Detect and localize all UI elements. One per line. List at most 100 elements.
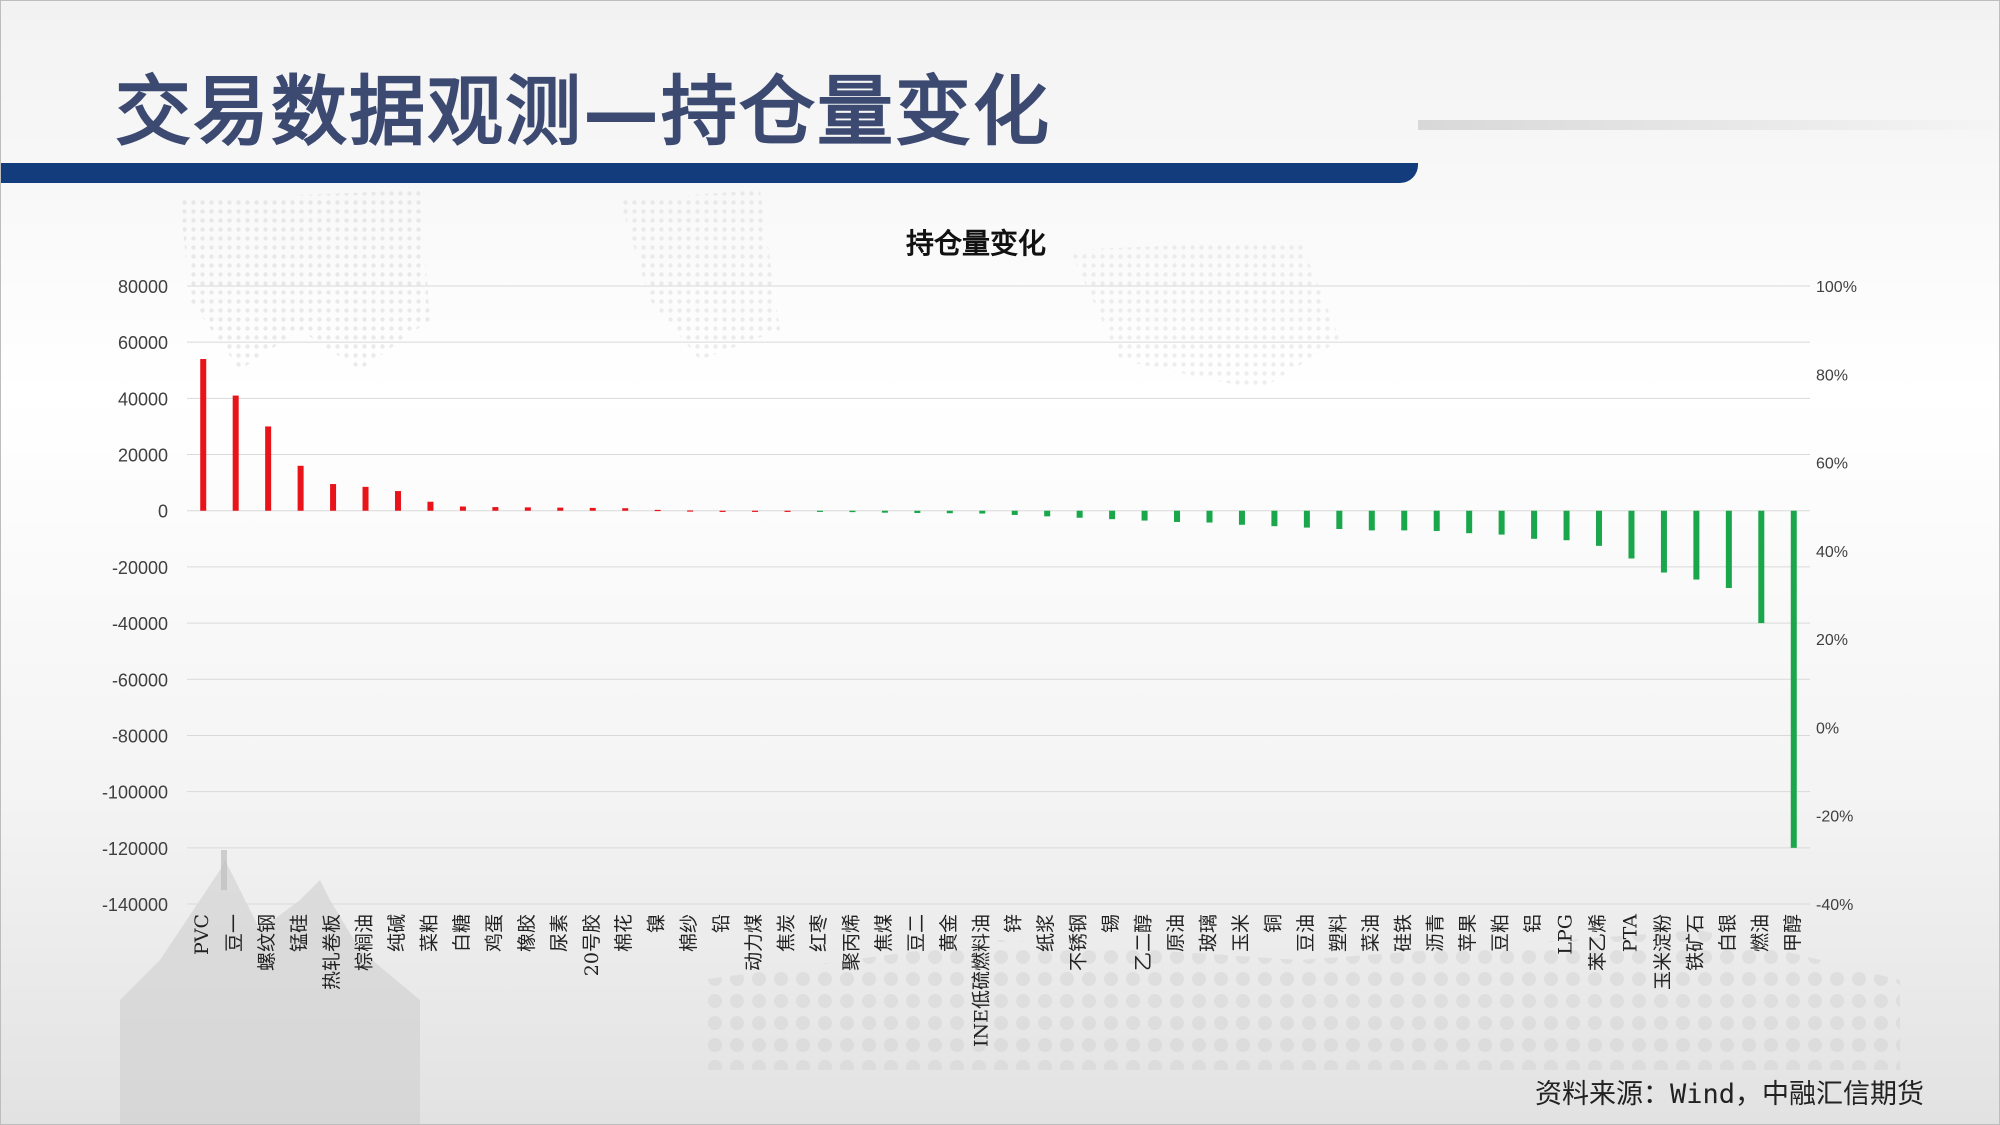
y-tick-label-right: -40%: [1816, 897, 1853, 914]
y-tick-label-left: 0: [158, 502, 168, 522]
x-tick-label: 红枣: [808, 914, 830, 952]
bar: [1693, 510, 1700, 580]
bar: [394, 491, 401, 511]
bar: [816, 510, 823, 512]
bar: [1271, 510, 1278, 527]
bar: [1433, 510, 1440, 531]
x-tick-label: 焦炭: [776, 914, 798, 952]
x-tick-label: 棉纱: [678, 914, 700, 952]
bar: [1628, 510, 1635, 559]
bar: [719, 510, 726, 512]
bar: [1141, 510, 1148, 521]
x-tick-label: 镍: [646, 914, 668, 933]
y-tick-label-left: 40000: [118, 389, 168, 409]
bar: [849, 510, 856, 513]
y-tick-label-left: -60000: [112, 670, 168, 690]
x-tick-label: 棉花: [613, 914, 635, 952]
x-tick-label: 苹果: [1457, 914, 1479, 952]
bar: [1660, 510, 1667, 573]
x-tick-label: 豆粕: [1490, 914, 1512, 952]
bar: [1238, 510, 1245, 525]
bar: [1076, 510, 1083, 518]
bar: [297, 465, 304, 511]
x-tick-label: 玻璃: [1197, 914, 1219, 952]
y-tick-label-right: 20%: [1816, 632, 1848, 649]
x-tick-label: 白糖: [451, 914, 473, 952]
x-tick-label: 玉米淀粉: [1652, 914, 1674, 990]
x-tick-label: 热轧卷板: [321, 914, 343, 990]
x-tick-label: 锌: [1003, 914, 1025, 933]
bar: [1109, 510, 1116, 520]
y-tick-label-right: -20%: [1816, 809, 1853, 826]
x-tick-label: 白银: [1717, 914, 1739, 952]
y-tick-label-left: 20000: [118, 446, 168, 466]
x-tick-label: INE低硫燃料油: [970, 914, 992, 1047]
x-tick-label: PTA: [1619, 914, 1641, 952]
x-tick-label: 燃油: [1749, 914, 1771, 952]
y-tick-label-right: 80%: [1816, 367, 1848, 384]
bar: [1401, 510, 1408, 531]
y-tick-label-right: 100%: [1816, 279, 1857, 296]
bar: [1725, 510, 1732, 588]
x-tick-label: 尿素: [548, 914, 570, 952]
x-tick-label: 20号胶: [581, 914, 603, 976]
x-tick-label: 菜粕: [418, 914, 440, 952]
x-tick-label: 棕榈油: [354, 914, 376, 971]
x-tick-label: 菜油: [1360, 914, 1382, 952]
y-tick-label-left: 80000: [118, 277, 168, 297]
bar: [1466, 510, 1473, 534]
bar: [1206, 510, 1213, 523]
bar: [492, 507, 499, 511]
bar: [1303, 510, 1310, 528]
x-tick-label: 黄金: [938, 914, 960, 952]
bar: [1758, 510, 1765, 624]
bar: [1563, 510, 1570, 541]
bar: [784, 510, 791, 512]
x-tick-label: 铜: [1262, 914, 1284, 933]
x-tick-label: 铁矿石: [1684, 914, 1706, 971]
bar: [524, 507, 531, 511]
x-tick-label: 铝: [1522, 914, 1544, 933]
bar: [1368, 510, 1375, 531]
bar: [1531, 510, 1538, 539]
y-tick-label-left: -120000: [102, 839, 168, 859]
x-tick-label: 锡: [1100, 914, 1122, 933]
bar: [1790, 510, 1797, 848]
title-band-light: [1418, 120, 2000, 130]
y-axis-left: 80000 60000 40000 20000 0 -20000 -40000 -60000 -…: [102, 277, 168, 915]
x-tick-label: 原油: [1165, 914, 1187, 952]
bar: [1498, 510, 1505, 535]
x-tick-label: 豆油: [1295, 914, 1317, 952]
bar: [1044, 510, 1051, 517]
x-tick-label: 塑料: [1327, 914, 1349, 952]
x-axis-labels: PVC 豆一 螺纹钢 锰硅 热轧卷板 棕榈油 纯碱 菜粕 白糖 鸡蛋 橡胶 尿素 20号胶 棉花镍棉纱铅动…: [191, 914, 1804, 1047]
bar: [1596, 510, 1603, 546]
x-tick-label: 苯乙烯: [1587, 914, 1609, 971]
x-tick-label: 铅: [711, 914, 733, 933]
chart-title: 持仓量变化: [905, 227, 1046, 260]
bar: [946, 510, 953, 514]
y-tick-label-left: -100000: [102, 783, 168, 803]
x-tick-label: 纸浆: [1035, 914, 1057, 952]
gridlines: [187, 285, 1810, 905]
bar: [881, 510, 888, 513]
y-tick-label-left: -140000: [102, 895, 168, 915]
bar: [752, 510, 759, 512]
bar: [1174, 510, 1181, 522]
x-tick-label: 豆一: [224, 914, 246, 952]
bar: [330, 484, 337, 511]
bar: [427, 501, 434, 511]
bar: [459, 506, 466, 511]
y-tick-label-right: 40%: [1816, 544, 1848, 561]
bar: [200, 359, 207, 511]
bar: [979, 510, 986, 514]
bar: [589, 507, 596, 511]
bar: [687, 510, 694, 512]
x-tick-label: 玉米: [1230, 914, 1252, 952]
y-tick-label-right: 0%: [1816, 720, 1839, 737]
x-tick-label: 甲醇: [1782, 914, 1804, 952]
y-tick-label-right: 60%: [1816, 456, 1848, 473]
x-tick-label: 鸡蛋: [483, 914, 505, 952]
